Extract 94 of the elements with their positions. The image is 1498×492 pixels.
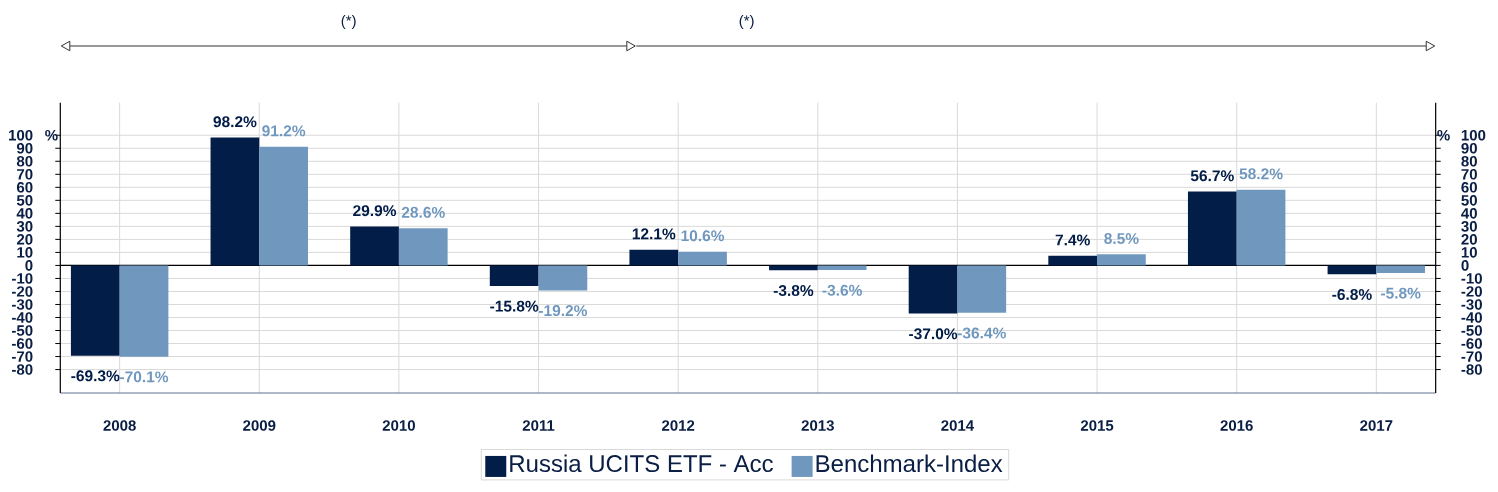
- bar: [259, 146, 308, 266]
- y-tick-label: 20: [16, 234, 33, 245]
- y-tick-label: 80: [16, 155, 33, 167]
- y-tick-label: 90: [16, 142, 33, 154]
- y2-tick-label: -50: [1461, 325, 1482, 336]
- data-label: -15.8%: [490, 300, 539, 312]
- data-label: 7.4%: [1055, 234, 1090, 246]
- x-tick-label: 2017: [1360, 420, 1393, 431]
- y-axis-title: %: [45, 129, 58, 141]
- data-label: -3.8%: [773, 285, 814, 297]
- x-tick-label: 2014: [941, 420, 975, 431]
- y-tick-label: 10: [17, 247, 33, 258]
- x-tick-label: 2012: [661, 420, 695, 431]
- data-label: -5.8%: [1381, 287, 1421, 299]
- y2-tick-label: 100: [1461, 129, 1486, 141]
- y2-tick-label: 50: [1461, 195, 1477, 206]
- data-label: -36.4%: [957, 327, 1006, 339]
- bar: [1048, 255, 1098, 266]
- y-tick-label: 50: [16, 195, 33, 206]
- y-tick-label: -80: [12, 364, 33, 375]
- data-label: 29.9%: [353, 205, 397, 217]
- y2-axis-title: %: [1437, 129, 1450, 141]
- y-tick-label: -20: [12, 286, 33, 297]
- x-tick-label: 2013: [801, 420, 834, 431]
- y2-tick-label: 10: [1461, 247, 1477, 258]
- y-tick-label: 60: [16, 182, 33, 193]
- y-tick-label: -10: [12, 273, 33, 284]
- legend-label: Benchmark-Index: [816, 454, 1003, 473]
- x-tick-label: 2016: [1220, 420, 1253, 431]
- y-tick-label: -40: [12, 312, 33, 323]
- data-label: -37.0%: [909, 328, 958, 340]
- bar: [1187, 191, 1237, 266]
- bar: [70, 265, 120, 356]
- bar: [908, 265, 958, 314]
- y2-tick-label: 90: [1461, 142, 1477, 154]
- y2-tick-label: 30: [1461, 221, 1477, 232]
- bar: [629, 249, 679, 266]
- data-label: -3.6%: [822, 284, 862, 296]
- y2-tick-label: 40: [1461, 208, 1477, 219]
- x-tick-label: 2011: [522, 420, 555, 431]
- bar: [398, 228, 448, 266]
- y-tick-label: -30: [12, 299, 33, 310]
- data-label: 8.5%: [1104, 233, 1139, 245]
- bar: [1097, 254, 1146, 266]
- y2-tick-label: 0: [1461, 260, 1469, 271]
- bar: [678, 251, 727, 266]
- y2-tick-label: -60: [1461, 338, 1482, 349]
- data-label: -70.1%: [120, 371, 169, 383]
- y2-tick-label: 20: [1461, 234, 1477, 245]
- y-tick-label: 70: [17, 168, 33, 180]
- bar: [489, 265, 539, 286]
- y-tick-label: 30: [16, 221, 33, 232]
- data-label: 56.7%: [1190, 170, 1234, 182]
- data-label: -6.8%: [1332, 288, 1372, 300]
- y-tick-label: -50: [12, 325, 33, 336]
- y2-tick-label: -80: [1461, 364, 1482, 375]
- y-tick-label: -60: [12, 338, 33, 349]
- data-label: 10.6%: [681, 230, 725, 242]
- x-tick-label: 2010: [382, 420, 415, 431]
- y2-tick-label: 60: [1461, 182, 1477, 193]
- text: (*): [739, 15, 754, 29]
- bar: [1236, 189, 1286, 266]
- data-label: 12.1%: [632, 228, 676, 240]
- data-label: 28.6%: [401, 206, 445, 218]
- x-tick-label: 2009: [243, 420, 276, 431]
- y-tick-label: 40: [16, 208, 33, 219]
- x-tick-label: 2008: [103, 420, 136, 431]
- bar: [817, 265, 867, 271]
- y-tick-label: 100: [9, 129, 33, 141]
- data-label: -19.2%: [538, 305, 588, 317]
- bar: [350, 226, 399, 266]
- y2-tick-label: -10: [1461, 273, 1482, 284]
- y-tick-label: -70: [12, 351, 33, 362]
- bar: [1376, 265, 1426, 273]
- bar: [210, 137, 260, 266]
- x-tick-label: 2015: [1080, 420, 1114, 431]
- bar: [957, 265, 1007, 313]
- y-tick-label: 0: [25, 260, 33, 271]
- y2-tick-label: -20: [1461, 286, 1482, 297]
- legend-label: Russia UCITS ETF - Acc: [510, 454, 773, 473]
- data-label: 98.2%: [213, 116, 257, 128]
- bar: [119, 265, 169, 357]
- bar: [1327, 265, 1377, 275]
- bar: [538, 265, 588, 291]
- text: (*): [341, 15, 356, 29]
- data-label: 91.2%: [262, 125, 306, 137]
- y2-tick-label: -40: [1461, 312, 1482, 323]
- data-label: -69.3%: [71, 370, 120, 382]
- y2-tick-label: 70: [1461, 168, 1477, 180]
- data-label: 58.2%: [1239, 168, 1283, 180]
- y2-tick-label: -30: [1461, 299, 1482, 310]
- bar: [769, 265, 818, 271]
- y2-tick-label: -70: [1461, 351, 1482, 362]
- y2-tick-label: 80: [1461, 155, 1477, 167]
